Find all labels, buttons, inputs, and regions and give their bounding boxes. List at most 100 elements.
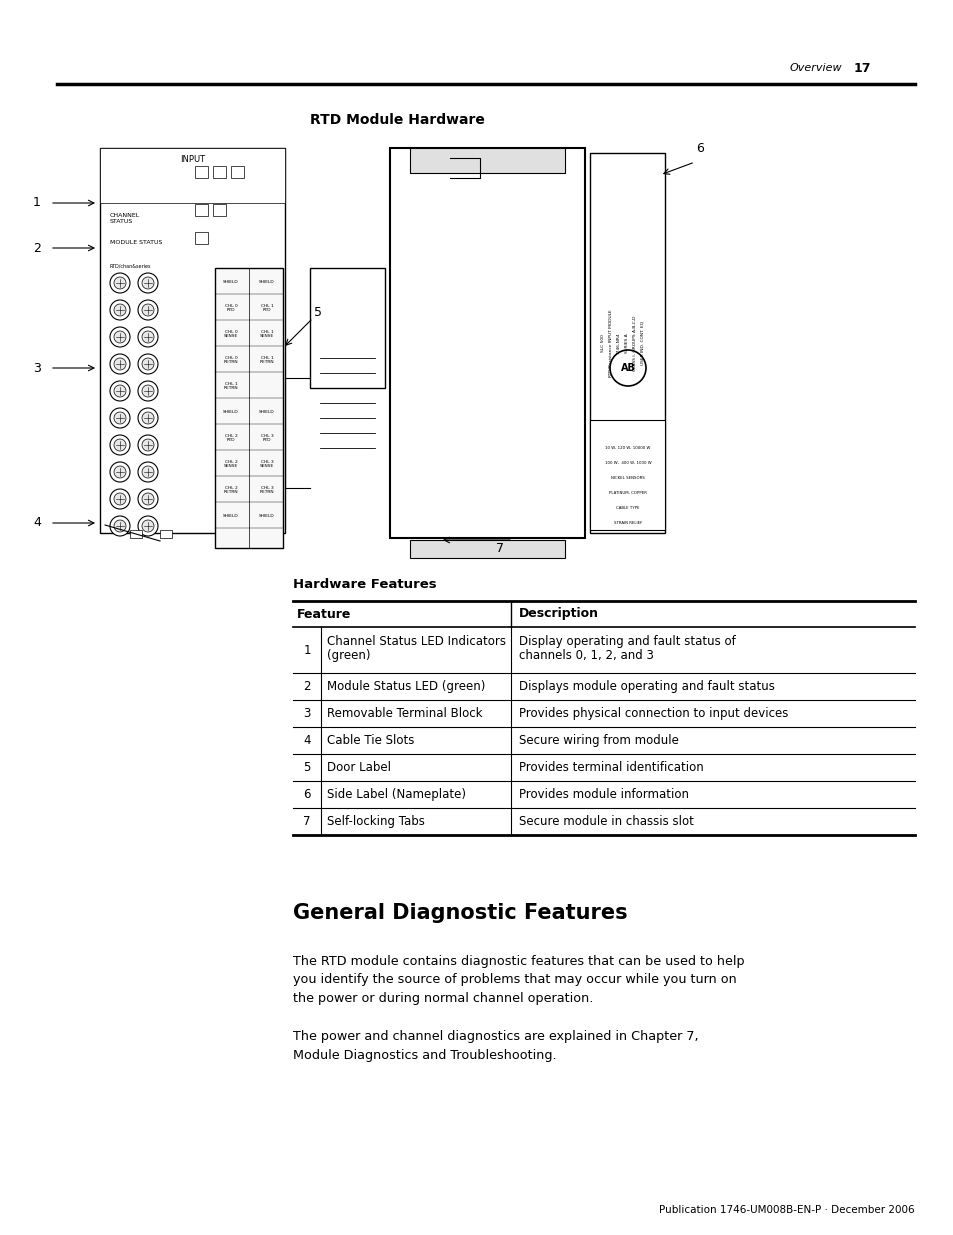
Text: SHIELD: SHIELD (259, 410, 274, 414)
Text: 1: 1 (33, 196, 41, 210)
Text: 7: 7 (303, 815, 311, 827)
Circle shape (138, 327, 158, 347)
Text: MODULE STATUS: MODULE STATUS (110, 240, 162, 245)
Circle shape (138, 273, 158, 293)
Bar (194, 232, 208, 245)
Text: PLATINUM, COPPER: PLATINUM, COPPER (608, 492, 646, 495)
Text: SHIELD: SHIELD (223, 410, 238, 414)
Text: RTD/Resistance INPUT MODULE: RTD/Resistance INPUT MODULE (608, 309, 613, 377)
Text: NICKEL SENSORS: NICKEL SENSORS (611, 475, 644, 480)
Text: SLC 500: SLC 500 (600, 333, 604, 352)
Text: 4: 4 (303, 734, 311, 747)
Text: CHL 0
RTD: CHL 0 RTD (224, 304, 237, 312)
Circle shape (110, 489, 130, 509)
Text: 7: 7 (496, 541, 503, 555)
Circle shape (142, 358, 153, 370)
Circle shape (142, 438, 153, 451)
Circle shape (138, 435, 158, 454)
Text: Door Label: Door Label (327, 761, 391, 774)
Text: Side Label (Nameplate): Side Label (Nameplate) (327, 788, 465, 802)
Text: 2: 2 (303, 680, 311, 693)
Text: SERIES A: SERIES A (624, 333, 628, 353)
Text: CHL 1
RETRN: CHL 1 RETRN (259, 356, 274, 364)
Bar (410, 148, 564, 173)
Circle shape (142, 304, 153, 316)
Text: RTD Module Hardware: RTD Module Hardware (310, 112, 484, 127)
Circle shape (113, 412, 126, 424)
Circle shape (113, 277, 126, 289)
Text: Hardware Features: Hardware Features (293, 578, 436, 590)
Circle shape (110, 354, 130, 374)
Text: CHL 2
SENSE: CHL 2 SENSE (224, 459, 238, 468)
Text: Secure module in chassis slot: Secure module in chassis slot (518, 815, 693, 827)
Bar (410, 540, 564, 558)
Circle shape (113, 385, 126, 396)
Bar (589, 153, 664, 534)
Text: SHIELD: SHIELD (223, 280, 238, 284)
Text: SHIELD: SHIELD (259, 514, 274, 517)
Text: The RTD module contains diagnostic features that can be used to help
you identif: The RTD module contains diagnostic featu… (293, 955, 744, 1005)
Circle shape (113, 438, 126, 451)
Text: CHL 1
RETRN: CHL 1 RETRN (223, 382, 238, 390)
Text: Display operating and fault status of: Display operating and fault status of (518, 635, 735, 648)
Circle shape (113, 466, 126, 478)
Circle shape (110, 516, 130, 536)
Circle shape (138, 489, 158, 509)
Circle shape (113, 304, 126, 316)
Circle shape (110, 408, 130, 429)
Circle shape (142, 385, 153, 396)
Circle shape (142, 412, 153, 424)
Text: 10 W, 120 W, 10000 W: 10 W, 120 W, 10000 W (604, 446, 650, 450)
Circle shape (142, 466, 153, 478)
Text: Channel Status LED Indicators: Channel Status LED Indicators (327, 635, 505, 648)
Text: Provides physical connection to input devices: Provides physical connection to input de… (518, 706, 787, 720)
Text: 17: 17 (853, 62, 871, 74)
Circle shape (142, 520, 153, 532)
Text: Cable Tie Slots: Cable Tie Slots (327, 734, 414, 747)
Text: CABLE TYPE: CABLE TYPE (616, 506, 639, 510)
Circle shape (138, 354, 158, 374)
Bar (231, 165, 244, 178)
Text: USER IND. CONT. EQ: USER IND. CONT. EQ (640, 321, 644, 366)
Text: CHL 3
RETRN: CHL 3 RETRN (259, 485, 274, 494)
Text: Removable Terminal Block: Removable Terminal Block (327, 706, 482, 720)
Text: Description: Description (518, 608, 598, 620)
Circle shape (113, 331, 126, 343)
Circle shape (142, 331, 153, 343)
Text: 1: 1 (303, 643, 311, 657)
Circle shape (138, 300, 158, 320)
Bar (130, 530, 142, 538)
Bar (213, 165, 226, 178)
Text: 3: 3 (303, 706, 311, 720)
Text: Module Status LED (green): Module Status LED (green) (327, 680, 485, 693)
Text: 6: 6 (696, 142, 703, 154)
Text: Feature: Feature (296, 608, 351, 620)
Text: (green): (green) (327, 650, 370, 662)
Circle shape (142, 277, 153, 289)
Text: 1746-NR4: 1746-NR4 (617, 332, 620, 353)
Bar (213, 204, 226, 216)
Text: RTD/chan&series: RTD/chan&series (110, 263, 152, 268)
Text: General Diagnostic Features: General Diagnostic Features (293, 903, 627, 923)
Text: CHL 0
RETRN: CHL 0 RETRN (223, 356, 238, 364)
Circle shape (138, 408, 158, 429)
Text: 100 W,  400 W, 1000 W: 100 W, 400 W, 1000 W (604, 461, 651, 466)
Text: CHL 1
RTD: CHL 1 RTD (260, 304, 274, 312)
Circle shape (609, 350, 645, 387)
Text: Displays module operating and fault status: Displays module operating and fault stat… (518, 680, 774, 693)
Text: CHANNEL
STATUS: CHANNEL STATUS (110, 212, 140, 225)
Circle shape (138, 516, 158, 536)
Bar (390, 148, 584, 538)
Text: 6: 6 (303, 788, 311, 802)
Circle shape (138, 462, 158, 482)
Circle shape (110, 382, 130, 401)
Text: 5: 5 (314, 306, 322, 320)
Text: CHL 0
SENSE: CHL 0 SENSE (224, 330, 238, 338)
Circle shape (113, 520, 126, 532)
Text: The power and channel diagnostics are explained in Chapter 7,
Module Diagnostics: The power and channel diagnostics are ex… (293, 1030, 698, 1062)
Text: INPUT: INPUT (180, 156, 205, 164)
Circle shape (110, 300, 130, 320)
Bar (100, 148, 285, 534)
Bar (589, 420, 664, 530)
Text: SHIELD: SHIELD (259, 280, 274, 284)
